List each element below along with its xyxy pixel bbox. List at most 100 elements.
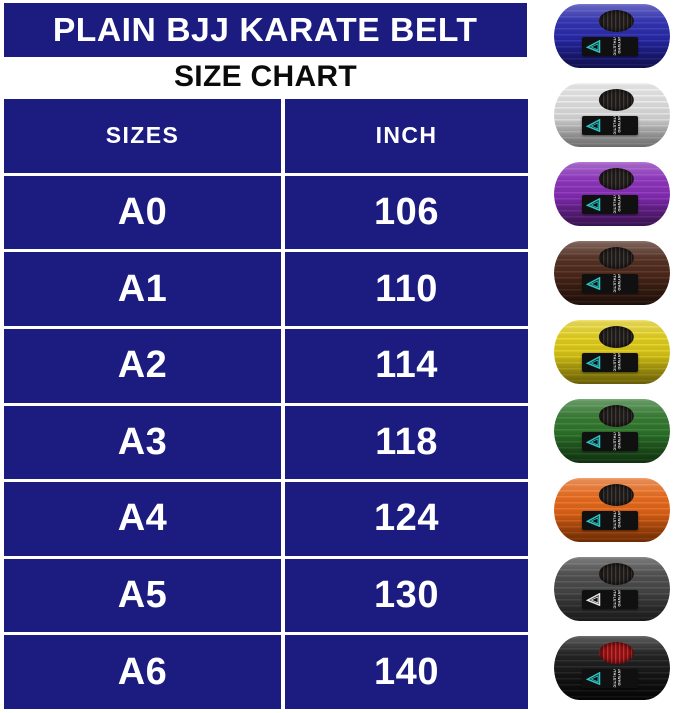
belt-brand-label: ANYWHO ATHLETICS [581,195,638,215]
cell-inch-value: 118 [375,420,438,463]
triangle-logo-icon [585,198,601,212]
belt-center-hole [598,484,634,507]
belt-brand-line1: ANYWHO [616,432,622,449]
cell-size: A2 [4,328,285,403]
table-row: A2 114 [4,328,528,406]
belt-brand-line2: ATHLETICS [612,195,617,215]
page-title: PLAIN BJJ KARATE BELT [53,11,478,48]
cell-inch: 130 [285,558,528,633]
cell-size-value: A5 [117,574,168,617]
cell-inch-value: 124 [374,497,439,540]
belt-brand-line2: ATHLETICS [612,432,617,452]
cell-inch-value: 130 [374,574,439,617]
belt-brand-line2: ATHLETICS [612,274,617,294]
cell-size-value: A6 [117,650,168,693]
cell-size-value: A4 [117,497,168,540]
orange-belt: ANYWHO ATHLETICS [550,474,674,546]
belt-brand-line2: ATHLETICS [612,353,617,373]
belt-brand-text: ANYWHO ATHLETICS [612,195,621,214]
belt-brand-line1: ANYWHO [616,353,622,370]
belt-brand-line2: ATHLETICS [612,116,617,136]
size-table: SIZES INCH A0 106 A1 110 A2 114 A3 118 A4 124 A5 130 A… [4,99,528,709]
cell-inch: 114 [285,328,528,403]
belt-roll: ANYWHO ATHLETICS [554,320,670,384]
belt-center-hole [598,168,634,191]
column-header-inch: INCH [285,99,528,173]
table-row: A1 110 [4,252,528,329]
purple-belt: ANYWHO ATHLETICS [550,158,674,230]
cell-size-value: A0 [117,190,168,233]
belt-roll: ANYWHO ATHLETICS [554,478,670,542]
belt-brand-line2: ATHLETICS [612,669,617,689]
belt-brand-label: ANYWHO ATHLETICS [581,37,638,57]
cell-size-value: A3 [117,420,168,463]
cell-inch-value: 110 [375,267,438,310]
triangle-logo-icon [585,514,601,528]
belt-roll: ANYWHO ATHLETICS [554,83,670,147]
belt-roll: ANYWHO ATHLETICS [554,557,670,621]
cell-inch-value: 106 [374,190,439,233]
belt-roll: ANYWHO ATHLETICS [554,399,670,463]
belt-brand-line1: ANYWHO [616,274,622,291]
cell-size: A5 [4,558,285,633]
table-row: A0 106 [4,175,528,253]
belt-center-hole [598,563,634,586]
belt-brand-line1: ANYWHO [616,669,622,686]
belt-brand-label: ANYWHO ATHLETICS [581,511,638,531]
triangle-logo-icon [585,356,601,370]
cell-size: A0 [4,175,285,250]
belt-roll: ANYWHO ATHLETICS [554,162,670,226]
cell-inch-value: 114 [375,344,438,387]
belt-coil [554,320,670,384]
cell-inch: 140 [285,635,528,709]
cell-inch: 118 [285,405,528,480]
subtitle-bar: SIZE CHART [4,58,527,96]
table-row: A6 140 [4,635,528,709]
triangle-logo-icon [585,277,601,291]
belt-center-hole [598,405,634,428]
grey-belt: ANYWHO ATHLETICS [550,553,674,625]
cell-size: A3 [4,405,285,480]
belt-roll: ANYWHO ATHLETICS [554,4,670,68]
belt-center-hole [598,326,634,349]
belt-center-hole [598,247,634,270]
belt-brand-text: ANYWHO ATHLETICS [612,116,621,135]
cell-inch: 110 [285,252,528,326]
cell-size-value: A1 [117,267,168,310]
belt-brand-label: ANYWHO ATHLETICS [581,669,638,689]
belt-brand-label: ANYWHO ATHLETICS [581,116,638,136]
table-row: A5 130 [4,558,528,636]
table-row: A4 124 [4,482,528,559]
cell-inch: 106 [285,175,528,250]
belt-roll: ANYWHO ATHLETICS [554,241,670,305]
title-bar: PLAIN BJJ KARATE BELT [4,3,527,57]
belt-roll: ANYWHO ATHLETICS [554,636,670,700]
chart-panel: PLAIN BJJ KARATE BELT SIZE CHART SIZES IN… [4,3,528,709]
triangle-logo-icon [585,119,601,133]
belt-brand-line2: ATHLETICS [612,37,617,57]
column-header-sizes: SIZES [4,99,285,173]
belt-brand-line2: ATHLETICS [612,590,617,610]
brown-belt: ANYWHO ATHLETICS [550,237,674,309]
belt-coil [554,162,670,226]
belt-center-hole [598,642,634,665]
cell-size: A1 [4,252,285,326]
belt-brand-line1: ANYWHO [616,511,622,528]
belt-brand-line1: ANYWHO [616,116,622,133]
belt-brand-text: ANYWHO ATHLETICS [612,37,621,56]
belt-brand-label: ANYWHO ATHLETICS [581,432,638,452]
belt-center-hole [598,89,634,112]
belt-brand-line1: ANYWHO [616,37,622,54]
triangle-logo-icon [585,40,601,54]
table-row: A3 118 [4,405,528,483]
belt-brand-label: ANYWHO ATHLETICS [581,274,638,294]
belt-brand-text: ANYWHO ATHLETICS [612,511,621,530]
yellow-belt: ANYWHO ATHLETICS [550,316,674,388]
blue-belt: ANYWHO ATHLETICS [550,0,674,72]
belt-brand-line1: ANYWHO [616,195,622,212]
white-belt: ANYWHO ATHLETICS [550,79,674,151]
page-subtitle: SIZE CHART [174,60,357,93]
green-belt: ANYWHO ATHLETICS [550,395,674,467]
belt-center-hole [598,10,634,33]
black-belt: ANYWHO ATHLETICS [550,632,674,704]
